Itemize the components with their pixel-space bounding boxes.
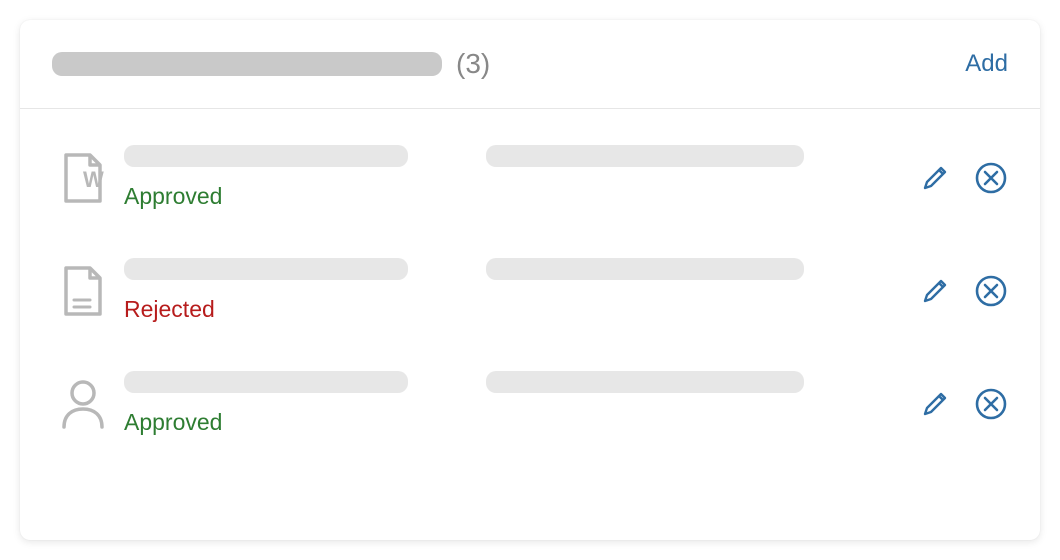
svg-text:W: W [83, 167, 104, 192]
field-placeholder [486, 258, 804, 280]
add-button[interactable]: Add [965, 50, 1008, 78]
field-placeholder [486, 371, 804, 393]
item-count: (3) [456, 48, 490, 80]
delete-button[interactable] [974, 274, 1008, 308]
field-placeholder [124, 258, 408, 280]
list-card: (3) Add W Approved [20, 20, 1040, 540]
edit-button[interactable] [918, 274, 952, 308]
word-file-icon: W [52, 147, 124, 209]
list-item: Rejected [52, 234, 1008, 347]
delete-button[interactable] [974, 161, 1008, 195]
list-item: W Approved [52, 121, 1008, 234]
text-file-icon [52, 260, 124, 322]
field-placeholder [124, 371, 408, 393]
status-badge: Approved [124, 409, 906, 436]
edit-button[interactable] [918, 387, 952, 421]
delete-button[interactable] [974, 387, 1008, 421]
edit-button[interactable] [918, 161, 952, 195]
person-icon [52, 373, 124, 435]
card-body: W Approved [20, 109, 1040, 478]
card-header: (3) Add [20, 20, 1040, 109]
status-badge: Approved [124, 183, 906, 210]
list-item: Approved [52, 347, 1008, 460]
title-placeholder [52, 52, 442, 76]
field-placeholder [124, 145, 408, 167]
field-placeholder [486, 145, 804, 167]
status-badge: Rejected [124, 296, 906, 323]
